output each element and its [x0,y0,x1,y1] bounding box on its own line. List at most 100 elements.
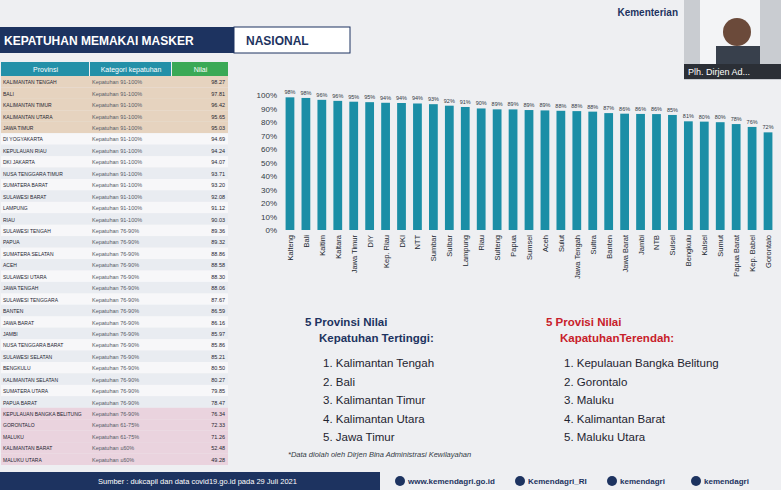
table-cell: JAWA TENGAH [3,285,39,291]
table-header-cell [172,62,228,76]
bar [684,121,693,230]
list-item: 4. Kalimantan Barat [564,413,666,425]
table-cell: Kepatuhan 76-90% [92,228,139,234]
table-cell: 89.36 [211,228,225,234]
data-label: 88% [587,104,598,110]
data-label: 89% [523,102,534,108]
data-label: 96% [332,93,343,99]
x-tick-label: DIY [366,235,375,248]
bar [525,110,534,230]
table-cell: SUMATERA SELATAN [3,251,54,257]
table-cell: Kepatuhan 91-100% [92,159,142,165]
bar [349,102,358,230]
table-cell: Kepatuhan 76-90% [92,239,139,245]
table-cell: Kepatuhan 91-100% [92,194,142,200]
table-cell: Kepatuhan 61-75% [92,434,139,440]
table-cell: 92.08 [211,194,225,200]
table-cell: Kepatuhan 91-100% [92,125,142,131]
table-cell: SULAWESI UTARA [3,274,47,280]
table-row [1,248,228,259]
table-cell: JAWA TIMUR [3,125,34,131]
y-tick-label: 20% [261,199,277,208]
data-label: 98% [284,89,295,95]
bar [668,115,677,230]
table-row [1,454,228,465]
list-title: 5 Provinsi Nilai [305,316,387,328]
speaker: Plh. Dirjen Ad... [688,67,750,77]
data-label: 76% [747,119,758,125]
table-cell: 94.69 [211,136,225,142]
x-tick-label: Gorontalo [764,235,773,268]
table-row [1,385,228,396]
table-cell: 90.03 [211,217,225,223]
table-row [1,351,228,362]
table-cell: LAMPUNG [3,205,28,211]
table-cell: PAPUA BARAT [3,400,37,406]
table-row [1,339,228,350]
list-title: KapatuhanTerendah: [560,332,674,344]
table-cell: Kepatuhan 76-90% [92,274,139,280]
data-label: 88% [571,103,582,109]
bar [732,124,741,230]
bar [381,103,390,230]
table-cell: 91.12 [211,205,225,211]
x-tick-label: Bengkulu [684,235,693,266]
table-cell: BANTEN [3,308,24,314]
x-tick-label: Papua [509,234,518,257]
table-cell: Kepatuhan 76-90% [92,377,139,383]
x-tick-label: Sulsel [668,235,677,256]
x-tick-label: Jawa Tengah [573,235,582,279]
y-tick [279,95,282,96]
table-row [1,282,228,293]
table-cell: Kepatuhan 76-90% [92,411,139,417]
x-tick-label: Kaltara [334,234,343,259]
slide: KEPATUHAN MEMAKAI MASKERNASIONALKementer… [0,0,781,490]
table-cell: 86.59 [211,308,225,314]
list-title: 5 Provisi Nilai [546,316,621,328]
table-cell: Kepatuhan 91-100% [92,102,142,108]
y-tick-label: 100% [257,91,277,100]
webcam [684,0,781,80]
table-cell: NUSA TENGGARA BARAT [3,342,63,348]
table-cell: 97.81 [211,91,225,97]
table-cell: Kepatuhan 91-100% [92,148,142,154]
table-header-cell [90,62,171,76]
table-cell: JAMBI [3,331,18,337]
table-cell: 87.67 [211,297,225,303]
data-label: 93% [428,96,439,102]
x-tick-label: Sulteng [493,235,502,260]
x-tick-label: Kep. Riau [382,235,391,268]
data-label: 88% [555,103,566,109]
table-cell: PAPUA [3,239,20,245]
table-cell: 85.97 [211,331,225,337]
scope-box [234,27,350,53]
table-cell: BALI [3,91,14,97]
y-tick-label: 60% [261,145,277,154]
table-cell: Kepatuhan 76-90% [92,354,139,360]
table-cell: KEPULAUAN RIAU [3,148,47,154]
x-tick-label: Kaltim [318,235,327,256]
table-cell: 85.86 [211,342,225,348]
y-tick [279,176,282,177]
data-label: 86% [635,106,646,112]
x-tick-label: Sumsel [525,235,534,260]
social-icon [515,476,525,486]
table-cell: DKI JAKARTA [3,159,35,165]
footer-link: kemendagri [620,477,665,486]
bar [764,132,773,230]
table-cell: 78.47 [211,400,225,406]
table-row [1,293,228,304]
data-label: 94% [380,95,391,101]
x-tick-label: Banten [605,235,614,259]
table-cell: KALIMANTAN BARAT [3,445,52,451]
table-row [1,316,228,327]
table-cell: SULAWESI BARAT [3,194,46,200]
note: *Data diolah oleh Dirjen Bina Administra… [288,450,471,459]
table-cell: 80.50 [211,365,225,371]
ministry: Kementerian [617,7,678,18]
list-item: 1. Kepulauan Bangka Belitung [564,357,719,369]
data-label: 95% [348,94,359,100]
list-item: 5. Maluku Utara [564,431,646,443]
table-cell: Kepatuhan 76-90% [92,308,139,314]
list-item: 2. Gorontalo [564,376,627,388]
